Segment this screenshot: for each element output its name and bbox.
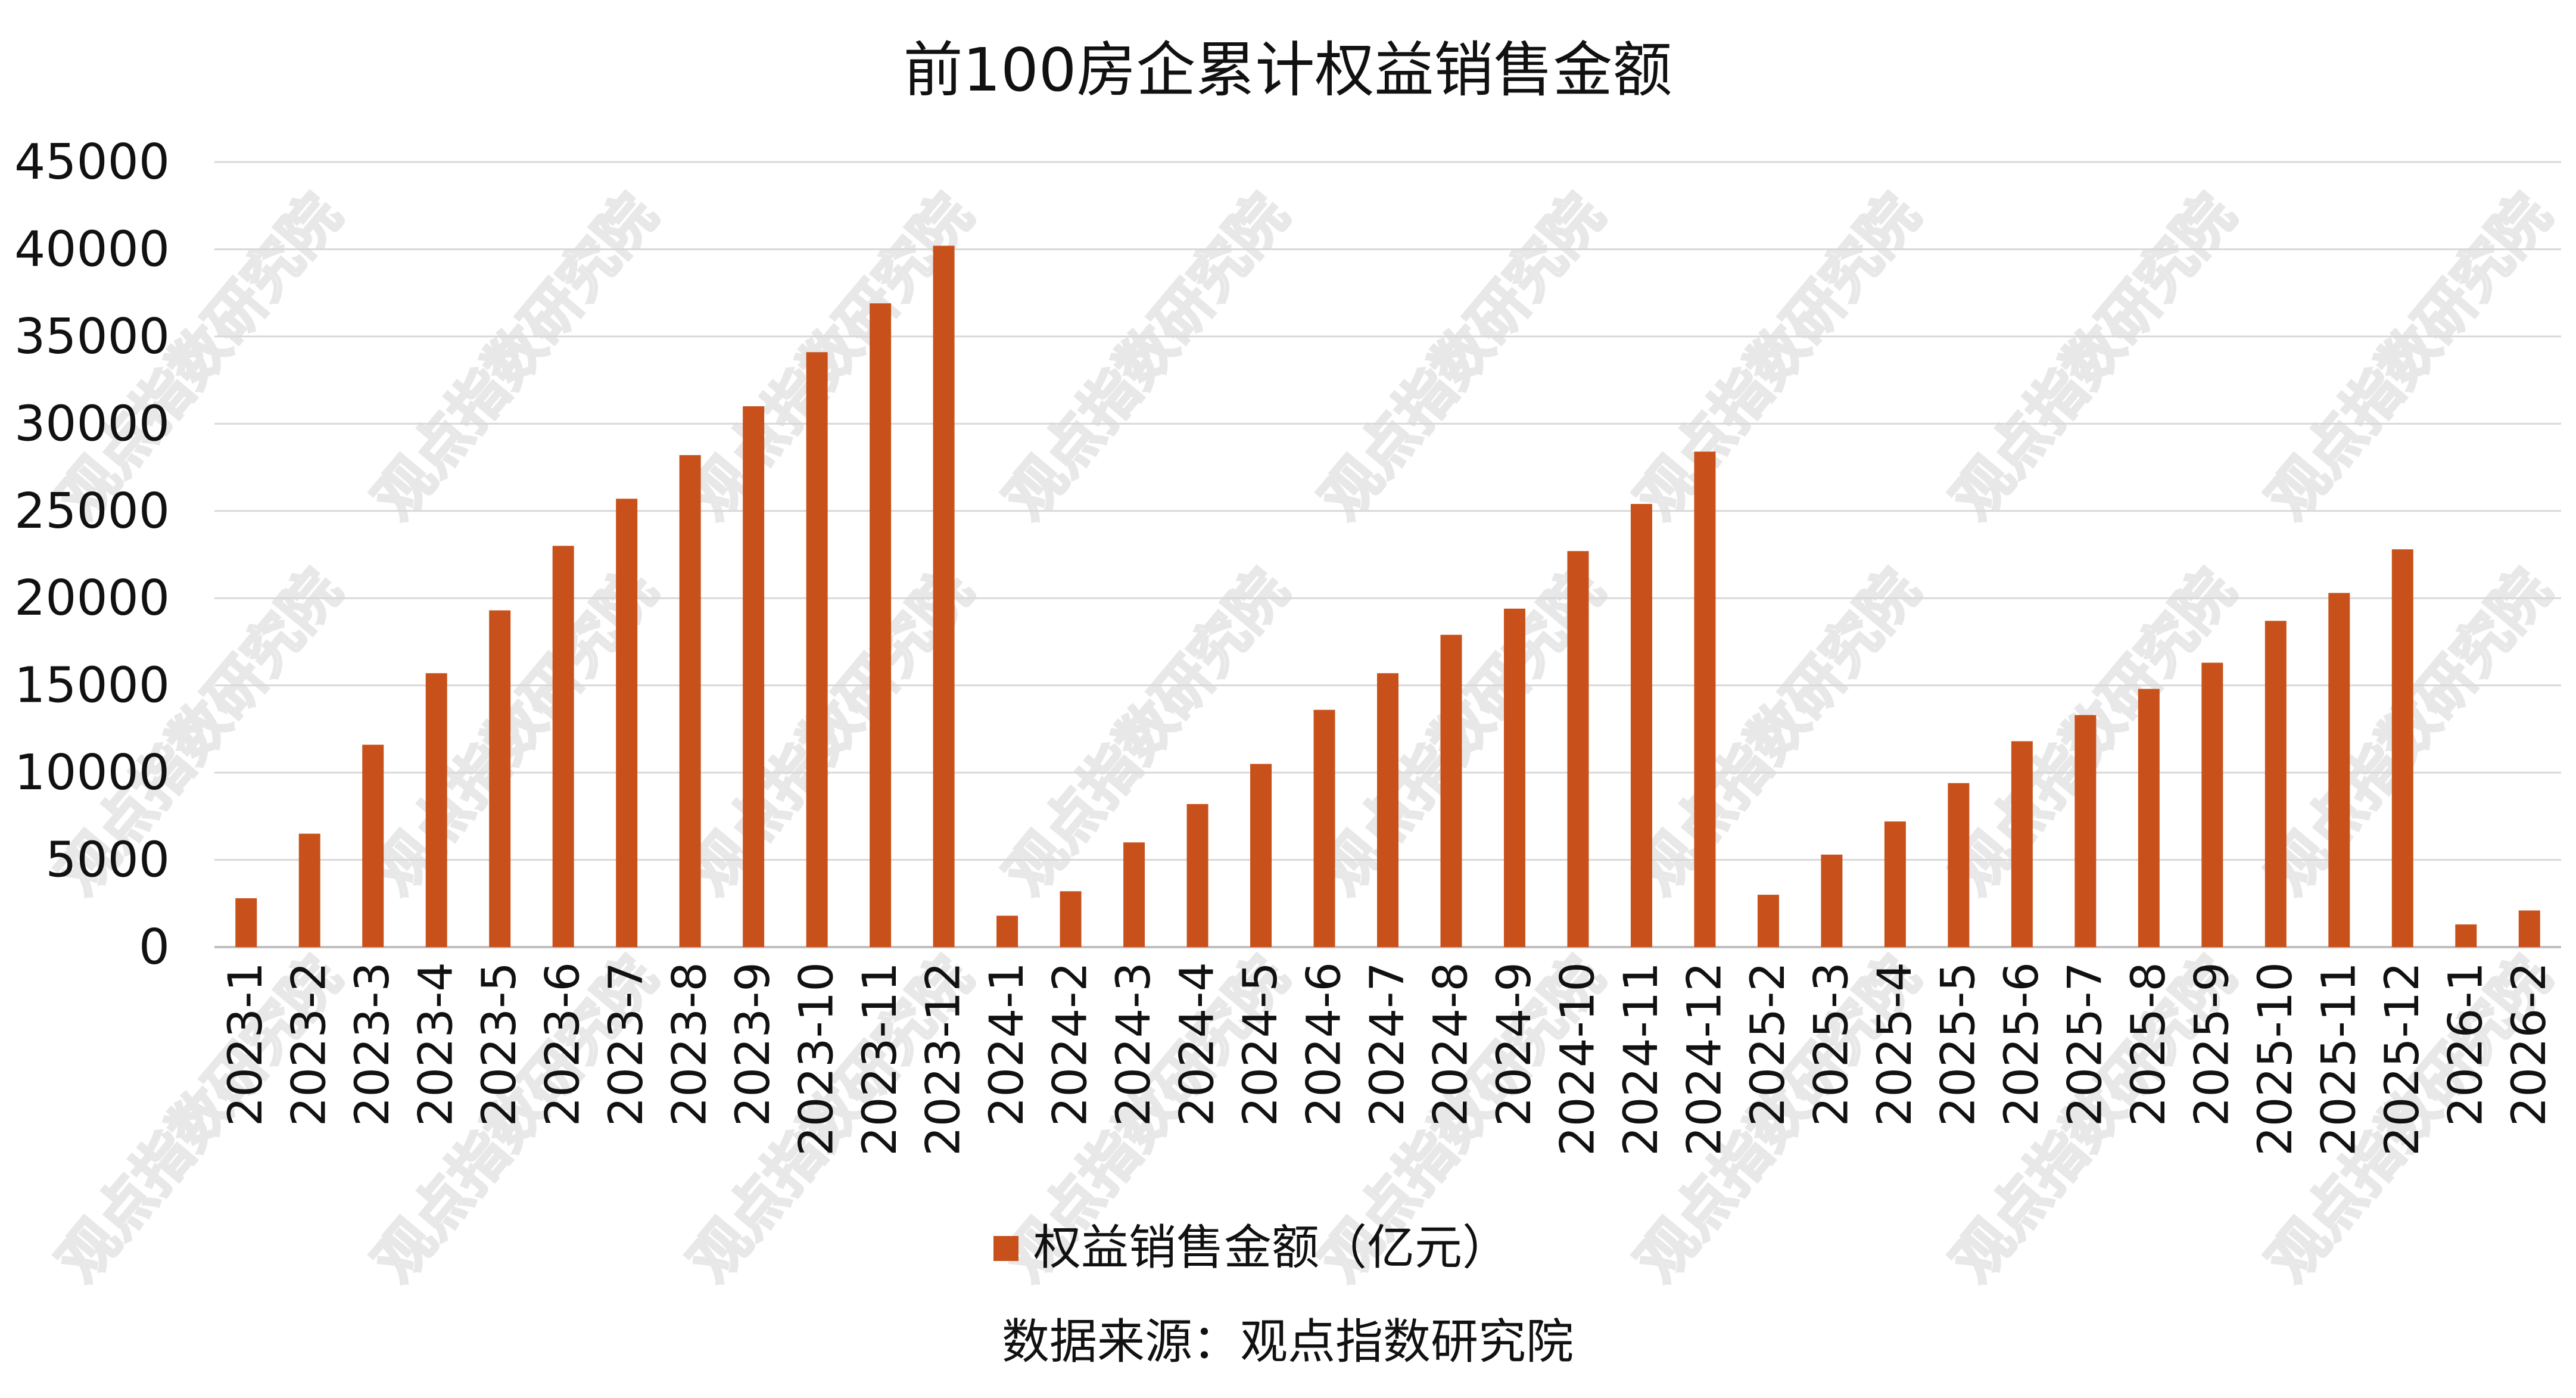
bar [1884,821,1906,947]
bar [743,406,765,947]
x-tick-label: 2025-9 [2185,962,2239,1126]
x-tick-label: 2025-5 [1932,962,1985,1126]
bar [996,916,1018,947]
x-tick-label: 2025-6 [1995,962,2049,1126]
bar [1060,891,1082,947]
x-tick-label: 2025-10 [2249,962,2303,1156]
bar [806,352,828,947]
bar [2201,662,2223,947]
bar [2455,924,2477,947]
x-tick-label: 2024-4 [1171,962,1225,1126]
bar [2074,715,2097,947]
y-tick-label: 25000 [14,483,170,540]
bar [2518,910,2540,947]
x-tick-label: 2024-9 [1488,962,1541,1126]
y-tick-label: 20000 [14,570,170,627]
x-tick-label: 2023-9 [727,962,780,1126]
y-tick-label: 35000 [14,309,170,365]
bar [2264,621,2287,947]
x-tick-label: 2024-1 [980,962,1034,1126]
x-tick-label: 2023-12 [917,962,971,1156]
legend-label: 权益销售金额（亿元） [1033,1220,1510,1275]
x-tick-label: 2023-11 [854,962,907,1156]
x-tick-label: 2025-12 [2376,962,2429,1156]
bar [1821,854,1843,947]
bar [616,499,638,947]
chart-title: 前100房企累计权益销售金额 [904,35,1672,105]
bar [1694,452,1716,947]
bar [298,833,320,947]
x-tick-label: 2025-8 [2122,962,2176,1126]
bar [1567,551,1589,947]
x-tick-label: 2024-6 [1298,962,1351,1126]
x-tick-label: 2026-1 [2439,962,2493,1126]
watermark-text: 观点指数研究院 [1624,182,1932,531]
bar [1503,608,1525,947]
bar [1250,764,1272,947]
x-tick-label: 2024-10 [1551,962,1605,1156]
bar [362,745,384,947]
bar [1123,842,1145,947]
x-tick-label: 2023-3 [346,962,400,1126]
bar [1757,895,1779,947]
x-tick-label: 2023-1 [219,962,273,1126]
bar [679,455,701,947]
y-tick-label: 0 [139,919,170,976]
x-tick-label: 2024-7 [1361,962,1415,1126]
bar [552,546,574,947]
bar [2391,549,2413,947]
bar [933,245,955,947]
y-tick-label: 5000 [45,832,170,889]
x-tick-label: 2023-6 [537,962,590,1126]
x-tick-label: 2025-2 [1742,962,1795,1126]
x-tick-label: 2026-2 [2503,962,2556,1126]
x-tick-label: 2024-12 [1678,962,1731,1156]
y-tick-label: 40000 [14,221,170,278]
x-tick-label: 2024-11 [1615,962,1668,1156]
y-tick-label: 30000 [14,396,170,452]
bar [870,303,892,947]
y-axis-tick-labels: 0 5000 10000 15000 20000 25000 30000 35000 40000… [14,134,170,976]
legend-swatch [993,1236,1018,1261]
watermark-text: 观点指数研究院 [992,182,1301,531]
x-axis-tick-labels: 2023-1 2023-2 2023-3 2023-4 2023-5 2023-6 2023… [219,962,2556,1156]
x-tick-label: 2023-2 [283,962,337,1126]
bar-series [235,245,2540,947]
x-tick-label: 2023-5 [473,962,527,1126]
watermark-text: 观点指数研究院 [2255,182,2563,531]
bar [235,898,257,947]
x-tick-label: 2024-8 [1424,962,1478,1126]
watermark-text: 观点指数研究院 [361,182,669,531]
bar [1377,673,1398,947]
bar [1630,504,1652,947]
x-tick-label: 2025-4 [1868,962,1922,1126]
y-tick-label: 45000 [14,134,170,191]
y-tick-label: 10000 [14,745,170,801]
x-tick-label: 2025-3 [1805,962,1858,1126]
bar [2328,593,2350,947]
watermark-text: 观点指数研究院 [1308,182,1616,531]
x-tick-label: 2024-2 [1044,962,1098,1126]
x-tick-label: 2024-5 [1234,962,1288,1126]
bar [425,673,447,947]
source-note: 数据来源：观点指数研究院 [1002,1314,1574,1369]
x-tick-label: 2025-11 [2312,962,2366,1156]
x-tick-label: 2024-3 [1107,962,1161,1126]
x-tick-label: 2023-4 [410,962,463,1126]
x-tick-label: 2025-7 [2058,962,2112,1126]
bar [1948,783,1970,947]
bar [1440,634,1462,947]
watermark-text: 观点指数研究院 [1939,182,2248,531]
legend: 权益销售金额（亿元） [993,1220,1510,1275]
x-tick-label: 2023-10 [790,962,844,1156]
x-tick-label: 2023-8 [664,962,717,1126]
bar [489,610,511,947]
bar [1186,804,1208,947]
x-tick-label: 2023-7 [600,962,653,1126]
bar [2138,689,2160,947]
bar [1313,709,1335,947]
y-tick-label: 15000 [14,658,170,714]
bar [2011,741,2033,947]
